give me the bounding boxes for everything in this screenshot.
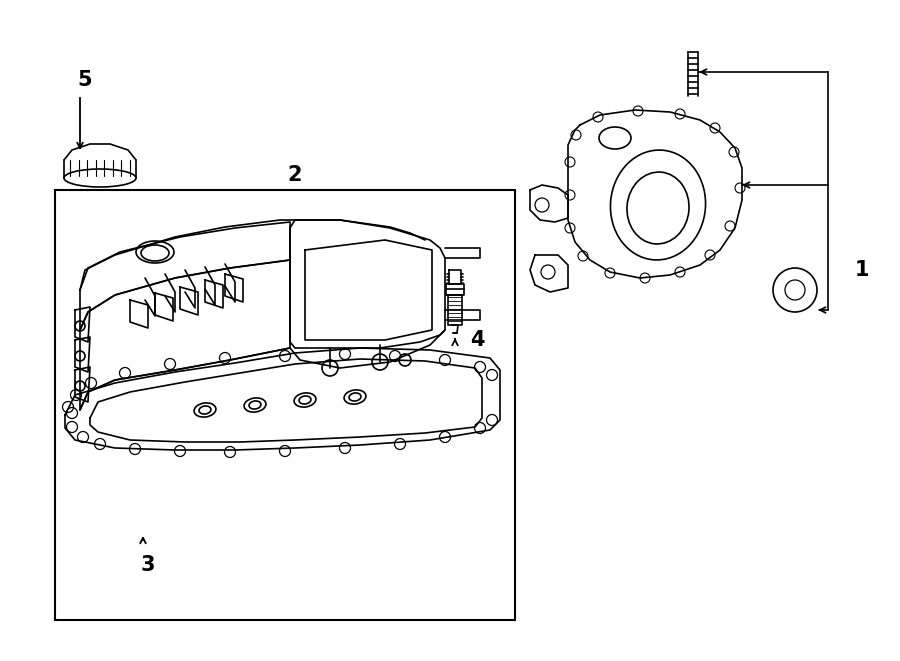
Text: 3: 3 bbox=[140, 555, 155, 575]
Bar bbox=[55, 190, 515, 620]
Text: 4: 4 bbox=[470, 330, 484, 350]
Text: 2: 2 bbox=[288, 165, 302, 185]
Text: 5: 5 bbox=[77, 70, 93, 90]
Text: 1: 1 bbox=[855, 260, 869, 280]
